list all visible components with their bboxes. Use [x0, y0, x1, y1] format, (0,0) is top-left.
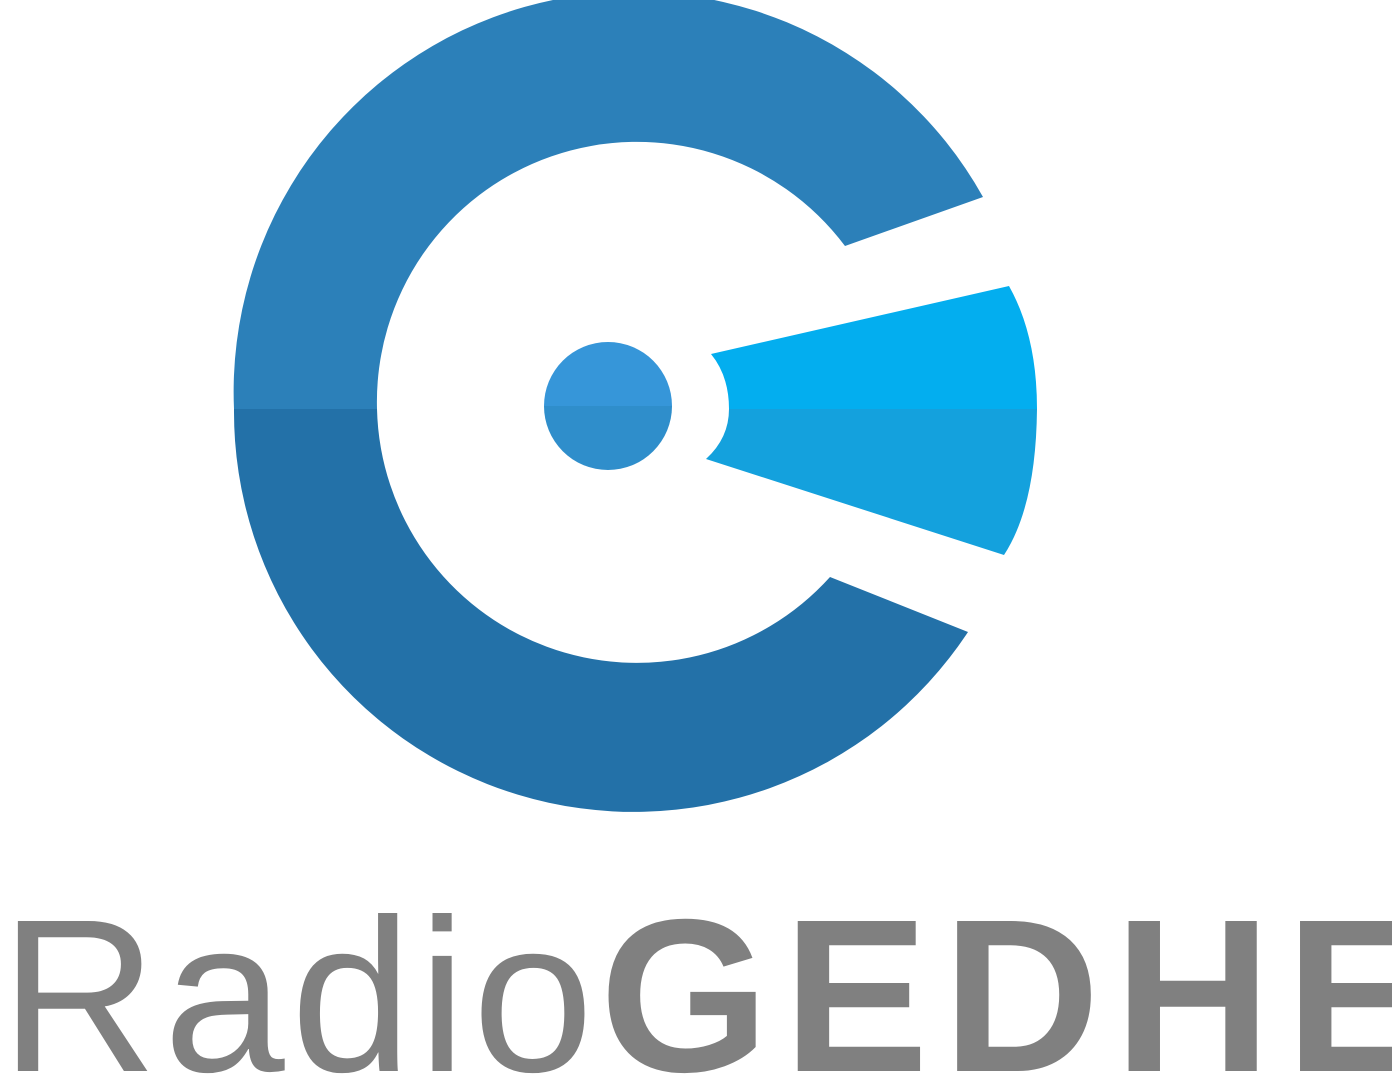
c-ring-top [233, 0, 983, 409]
center-dot-top [544, 342, 672, 406]
radio-gedhe-logo-mark-icon [233, 0, 1037, 812]
brand-name-bold: GEDHE [599, 875, 1392, 1080]
brand-name-regular: Radio [0, 875, 600, 1080]
c-ring-bottom [233, 409, 968, 812]
signal-beam-top [711, 286, 1037, 409]
center-dot-bottom [544, 406, 672, 470]
brand-wordmark: Radio GEDHE [0, 888, 1392, 1080]
signal-beam-bottom [706, 409, 1037, 555]
